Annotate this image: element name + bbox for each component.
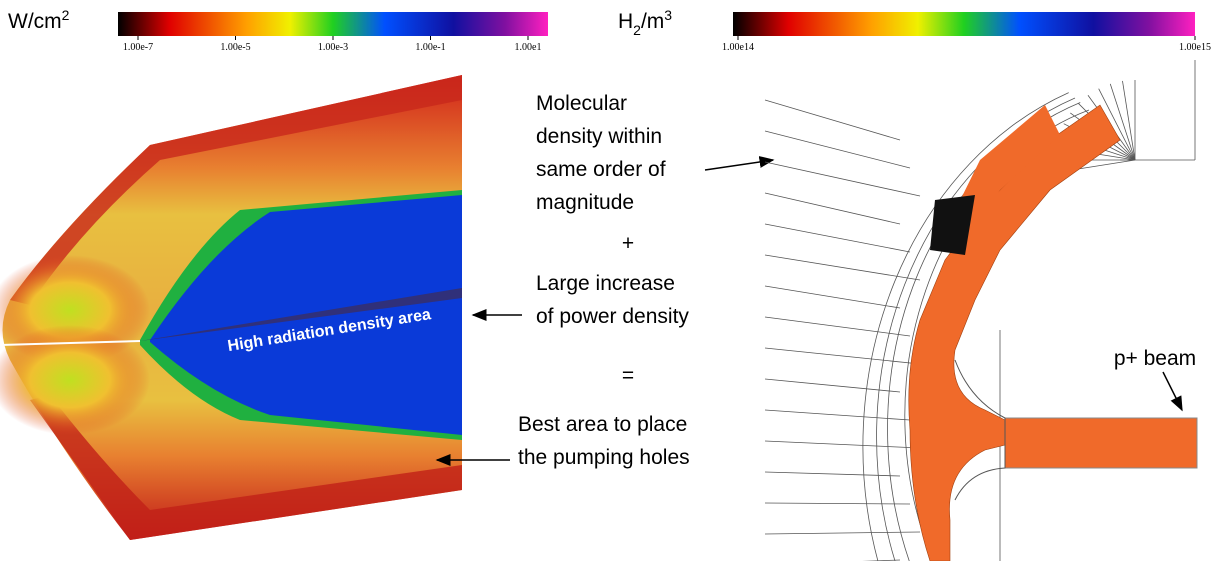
annotation: = [622,364,634,387]
unit-base: H [618,10,633,33]
tick-label: 1.00e-1 [415,42,445,53]
annotations: Molecular density within same order of magn… [437,92,773,469]
wire [765,286,900,308]
right-colorbar: H2/m3 1.00e14 1.00e15 [618,7,1211,53]
right-image: p+ beam [765,60,1197,561]
left-image: High radiation density area [0,75,462,540]
tick-label: 1.00e-5 [220,42,250,53]
left-colorbar: W/cm2 1.00e-7 1.00e-5 1.00e-3 1.00e-1 1.00e1 [8,7,548,53]
wire [765,162,920,196]
tick-label: 1.00e-3 [318,42,348,53]
unit-mid: /m [641,10,664,33]
colorbar [118,12,548,36]
wire [765,193,900,224]
wire [765,224,910,252]
annotation: magnitude [536,191,634,214]
unit-sup: 2 [62,7,70,23]
wire [765,503,910,504]
wire [765,317,910,336]
tick-label: 1.00e1 [515,42,542,53]
wire [1110,84,1135,160]
annotation: Large increase [536,272,675,295]
wire [765,441,920,448]
annotation: + [622,232,634,255]
colorbar [733,12,1195,36]
tick-label: 1.00e14 [722,42,754,53]
annotation: Best area to place [518,413,687,436]
image-label: p+ beam [1114,347,1196,370]
figure: W/cm2 1.00e-71.00e-51.00e-31.00e-11.00e1… [0,0,1222,561]
tick-label: 1.00e-7 [123,42,153,53]
annotation: density within [536,125,662,148]
unit: W/cm2 [8,7,70,33]
annotation: the pumping holes [518,446,690,469]
tick-label: 1.00e15 [1179,42,1211,53]
annotation: same order of [536,158,666,181]
unit: H2/m3 [618,7,672,38]
unit-sup: 3 [664,7,672,23]
wire [765,255,920,280]
wire [765,348,920,364]
unit-base: W/cm [8,10,62,33]
wire [765,532,920,534]
wire [765,472,900,476]
wire [765,100,900,140]
annotation: Molecular [536,92,627,115]
unit-sub: 2 [633,22,641,38]
annotation: of power density [536,305,689,328]
